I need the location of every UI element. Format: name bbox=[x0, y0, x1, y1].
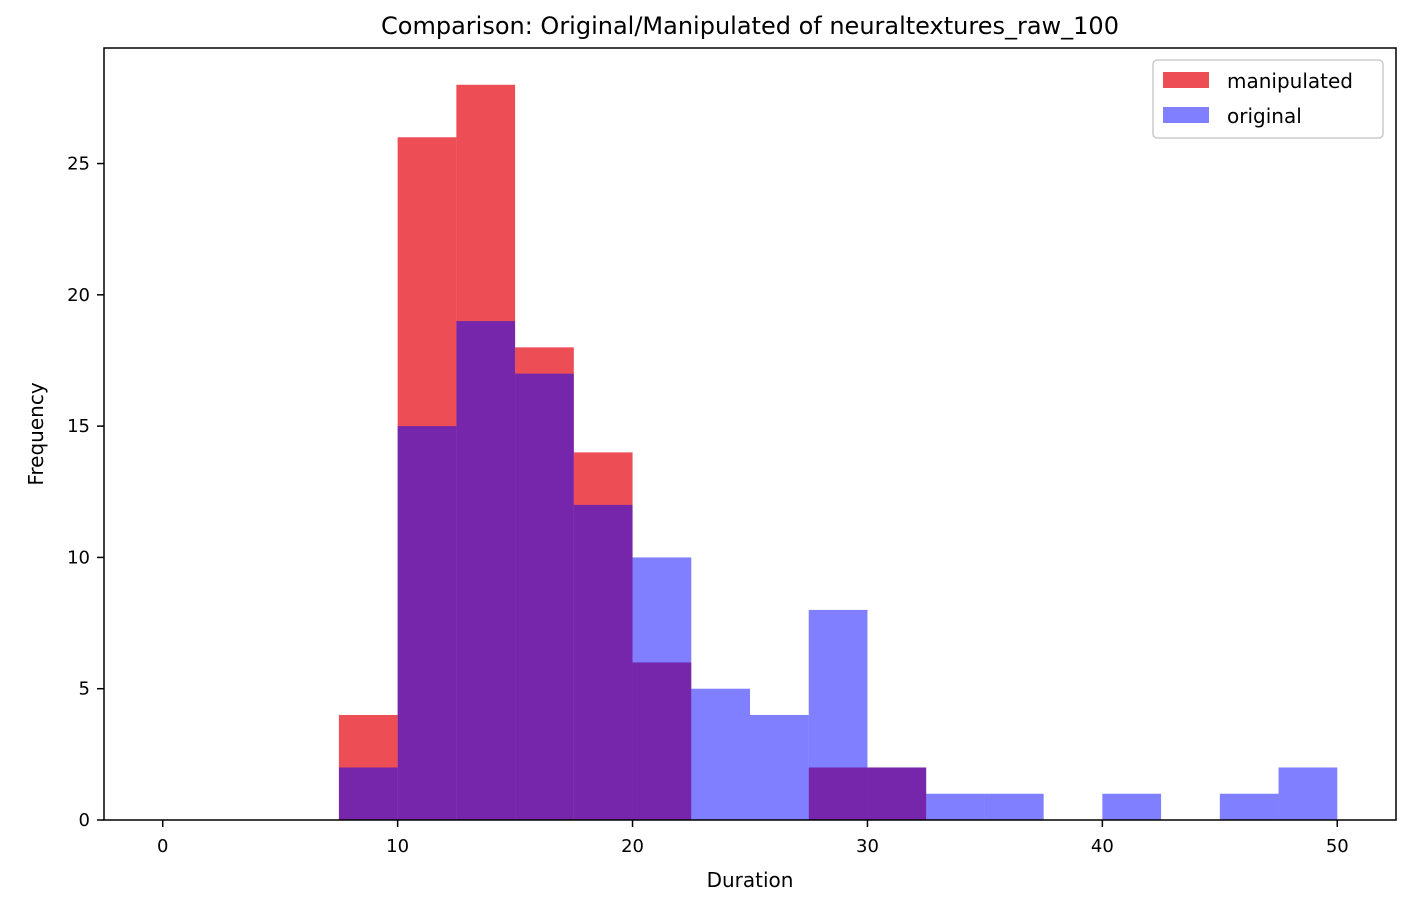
y-tick-label: 15 bbox=[67, 416, 90, 437]
y-tick-label: 0 bbox=[79, 810, 90, 831]
x-tick-label: 40 bbox=[1091, 836, 1114, 857]
x-tick-label: 30 bbox=[856, 836, 879, 857]
legend-label-manipulated: manipulated bbox=[1227, 69, 1353, 93]
x-tick-label: 20 bbox=[621, 836, 644, 857]
bar-original-16 bbox=[1102, 793, 1162, 820]
bar-original-9 bbox=[691, 688, 750, 820]
x-tick-label: 50 bbox=[1326, 836, 1349, 857]
bar-original-14 bbox=[984, 793, 1044, 820]
bar-original-4 bbox=[397, 426, 457, 820]
legend-swatch-original bbox=[1163, 107, 1209, 123]
y-axis-label: Frequency bbox=[24, 382, 48, 485]
legend-label-original: original bbox=[1227, 104, 1302, 128]
legend-swatch-manipulated bbox=[1163, 72, 1209, 88]
axes-frame bbox=[103, 47, 1397, 821]
y-tick-label: 20 bbox=[67, 285, 90, 306]
legend: manipulated original bbox=[1152, 59, 1384, 139]
axes-layer: 0 10 20 30 40 50 0 5 10 15 20 25 bbox=[67, 47, 1397, 857]
x-axis-label: Duration bbox=[707, 868, 794, 892]
bar-original-11 bbox=[808, 609, 868, 820]
x-tick-label: 0 bbox=[157, 836, 168, 857]
bar-original-12 bbox=[867, 767, 927, 820]
y-tick-label: 10 bbox=[67, 547, 90, 568]
bar-original-7 bbox=[573, 504, 633, 820]
y-tick-label: 5 bbox=[79, 679, 90, 700]
bar-original-5 bbox=[456, 321, 516, 820]
bar-original-18 bbox=[1219, 793, 1279, 820]
y-tick-label: 25 bbox=[67, 154, 90, 175]
bar-original-6 bbox=[515, 373, 574, 820]
chart-title: Comparison: Original/Manipulated of neur… bbox=[381, 12, 1119, 40]
bar-original-3 bbox=[338, 767, 398, 820]
bar-original-13 bbox=[926, 793, 985, 820]
bar-original-19 bbox=[1278, 767, 1338, 820]
x-tick-label: 10 bbox=[386, 836, 409, 857]
legend-box bbox=[1152, 59, 1384, 139]
bars-layer bbox=[338, 84, 1338, 820]
bar-original-10 bbox=[750, 714, 809, 820]
bar-original-8 bbox=[632, 557, 692, 820]
